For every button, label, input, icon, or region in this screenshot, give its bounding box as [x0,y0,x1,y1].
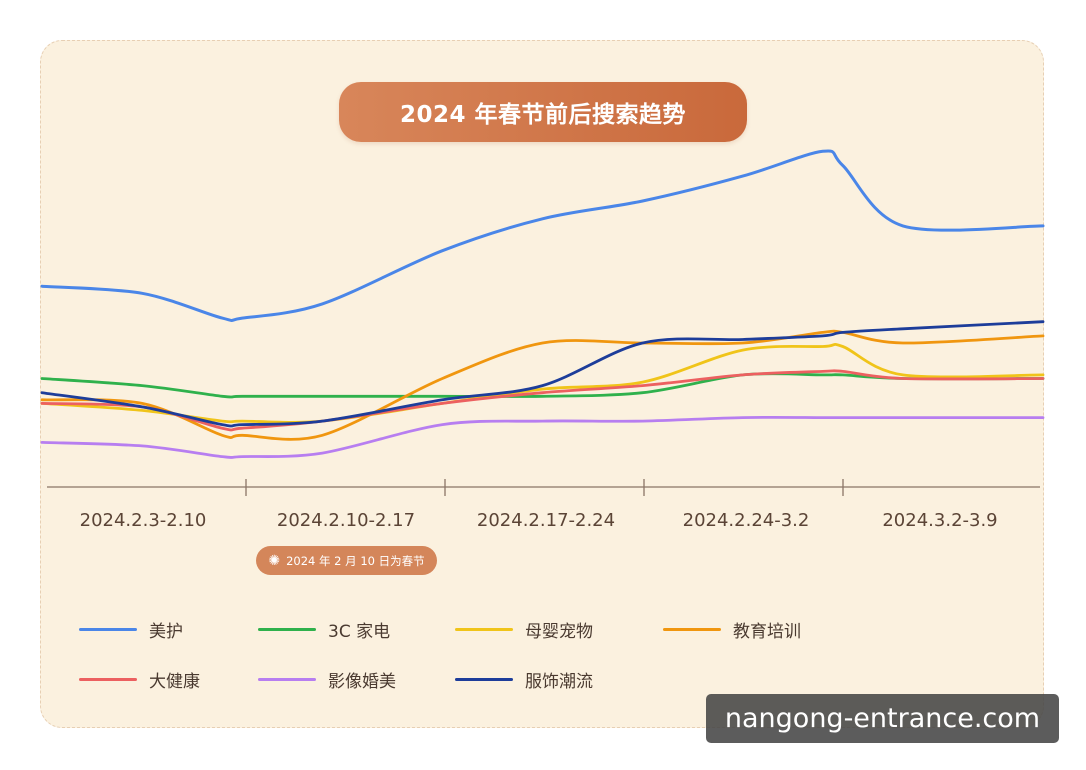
x-axis [47,479,1040,496]
chart-card [40,40,1044,728]
legend-item-2: 3C 家电 [258,617,391,642]
x-tick-label-1: 2024.2.3-2.10 [79,510,207,531]
x-tick-label-5: 2024.3.2-3.9 [882,510,998,531]
series-line-1 [40,149,1045,322]
legend-item-3: 母婴宠物 [455,617,593,642]
legend-swatch [79,677,137,681]
firework-icon: ✺ [268,552,281,569]
series-line-5 [40,369,1045,432]
legend-label: 大健康 [149,671,200,692]
legend-item-6: 影像婚美 [258,667,396,692]
legend-item-5: 大健康 [79,667,200,692]
x-tick-label-4: 2024.2.24-3.2 [682,510,810,531]
spring-festival-note: ✺ 2024 年 2 月 10 日为春节 [256,546,437,575]
legend-swatch [258,677,316,681]
legend-swatch [455,627,513,631]
x-tick-label-3: 2024.2.17-2.24 [476,510,616,531]
series-line-6 [40,415,1045,459]
note-text: 2024 年 2 月 10 日为春节 [286,553,425,568]
legend-swatch [663,627,721,631]
watermark: nangong-entrance.com [706,694,1059,743]
chart-title: 2024 年春节前后搜索趋势 [339,82,747,142]
legend-item-1: 美护 [79,617,183,642]
legend-label: 母婴宠物 [525,621,593,642]
legend-swatch [258,627,316,631]
series-line-7 [40,320,1045,428]
legend-swatch [455,677,513,681]
x-tick-label-2: 2024.2.10-2.17 [276,510,416,531]
series-line-3 [40,342,1045,424]
legend-item-4: 教育培训 [663,617,801,642]
legend-swatch [79,627,137,631]
legend-label: 教育培训 [733,621,801,642]
series-lines [40,149,1045,459]
legend-label: 美护 [149,621,183,642]
legend-label: 影像婚美 [328,671,396,692]
legend-item-7: 服饰潮流 [455,667,593,692]
legend-label: 服饰潮流 [525,671,593,692]
series-line-2 [40,372,1045,399]
legend-label: 3C 家电 [328,621,391,642]
